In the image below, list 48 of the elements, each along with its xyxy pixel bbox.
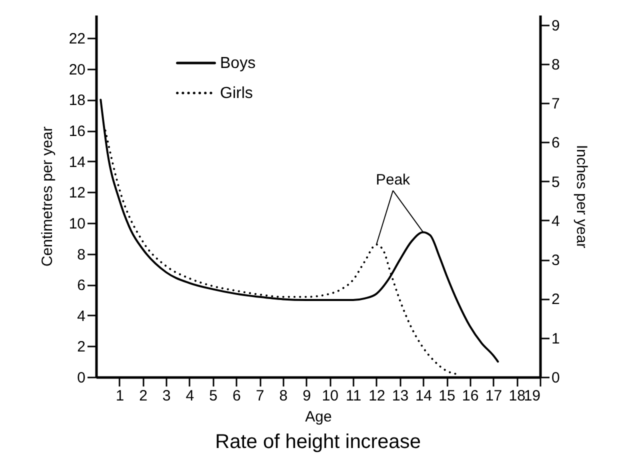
y-tick-label: 2 xyxy=(77,338,86,356)
y-tick-label: 16 xyxy=(68,123,86,140)
x-axis-title: Age xyxy=(305,408,332,426)
x-tick-label: 14 xyxy=(415,388,432,404)
y-tick-label: 10 xyxy=(68,215,86,232)
y2-tick-label: 4 xyxy=(552,212,560,230)
y-axis-title: Centimetres per year xyxy=(38,126,56,267)
text: Rate of height increase xyxy=(215,431,421,453)
x-tick-label: 6 xyxy=(232,388,241,404)
x-tick-label: 19 xyxy=(524,388,540,404)
x-tick-label: 15 xyxy=(438,388,456,404)
x-tick-label: 7 xyxy=(256,388,264,404)
y2-tick-label: 9 xyxy=(552,17,560,34)
x-tick-label: 12 xyxy=(368,388,386,404)
x-tick-label: 13 xyxy=(392,388,409,404)
y-tick-label: 14 xyxy=(68,154,86,171)
y-tick-label: 22 xyxy=(68,30,86,48)
x-tick-label: 2 xyxy=(139,388,148,404)
x-tick-label: 9 xyxy=(302,388,311,404)
x-tick-label: 10 xyxy=(322,388,339,404)
x-tick-label: 16 xyxy=(462,388,479,404)
y2-tick-label: 1 xyxy=(552,330,560,348)
y2-tick-label: 3 xyxy=(552,252,560,270)
y2-tick-label: 2 xyxy=(552,291,560,308)
y-tick-label: 20 xyxy=(68,61,86,78)
y2-tick-label: 6 xyxy=(552,134,560,152)
y2-tick-label: 5 xyxy=(552,174,560,191)
y-tick-label: 8 xyxy=(77,246,86,264)
x-tick-label: 4 xyxy=(186,388,194,404)
y2-tick-label: 7 xyxy=(552,96,560,113)
x-tick-label: 11 xyxy=(346,388,362,404)
y2-axis-title: Inches per year xyxy=(572,144,590,248)
x-tick-label: 17 xyxy=(485,388,502,404)
y-tick-label: 6 xyxy=(77,277,86,294)
y-tick-label: 18 xyxy=(68,92,86,110)
x-tick-label: 1 xyxy=(116,388,124,404)
y-tick-label: 0 xyxy=(77,370,86,386)
legend-label: Boys xyxy=(220,55,256,72)
y-tick-label: 4 xyxy=(77,308,86,325)
annotation: Peak xyxy=(376,172,411,189)
x-tick-label: 5 xyxy=(209,388,218,404)
y2-tick-label: 8 xyxy=(552,56,560,74)
x-tick-label: 3 xyxy=(162,388,171,404)
y2-tick-label: 0 xyxy=(552,370,560,386)
legend-label: Girls xyxy=(220,85,253,102)
y-tick-label: 12 xyxy=(68,184,86,202)
x-tick-label: 8 xyxy=(279,388,288,404)
x-tick-label: 18 xyxy=(508,388,526,404)
